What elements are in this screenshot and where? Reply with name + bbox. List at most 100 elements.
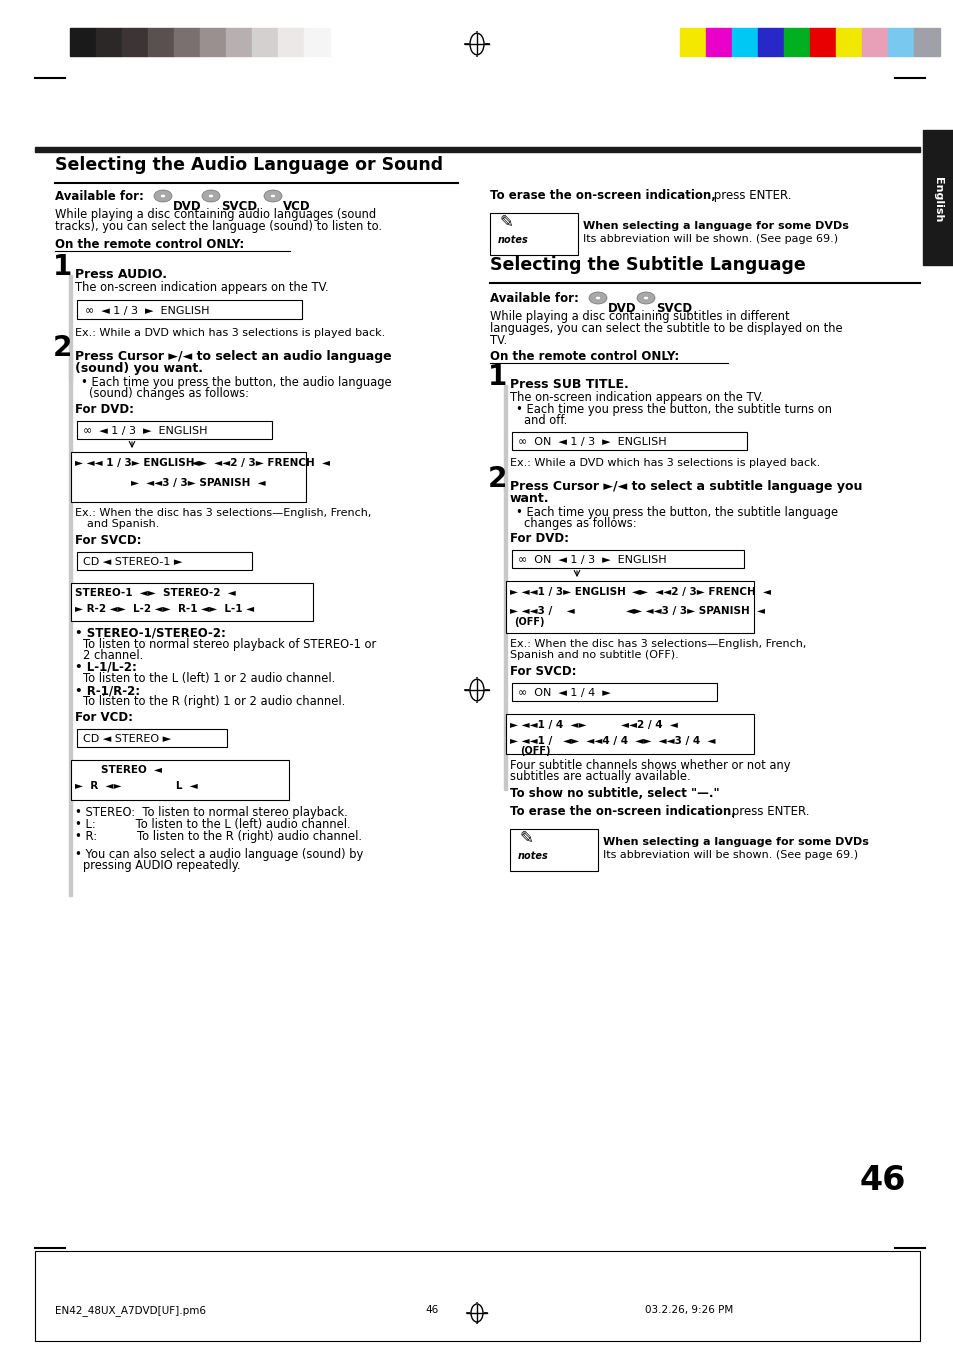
- Text: 2: 2: [488, 465, 507, 493]
- Bar: [200, 28, 226, 55]
- Text: Press AUDIO.: Press AUDIO.: [75, 267, 167, 281]
- Text: When selecting a language for some DVDs: When selecting a language for some DVDs: [602, 838, 868, 847]
- Text: want.: want.: [510, 492, 549, 505]
- Text: Available for:: Available for:: [490, 292, 578, 305]
- Ellipse shape: [153, 190, 172, 203]
- Text: SVCD: SVCD: [221, 200, 257, 213]
- Bar: [77, 730, 227, 747]
- Bar: [731, 28, 758, 55]
- Bar: [862, 28, 887, 55]
- Text: press ENTER.: press ENTER.: [727, 805, 809, 817]
- Text: 1: 1: [53, 253, 72, 281]
- Text: • You can also select a audio language (sound) by: • You can also select a audio language (…: [75, 848, 363, 861]
- Bar: [913, 28, 939, 55]
- Text: For DVD:: For DVD:: [75, 403, 133, 416]
- Text: CD ◄ STEREO ►: CD ◄ STEREO ►: [83, 734, 171, 744]
- Bar: [71, 584, 313, 621]
- Ellipse shape: [470, 680, 483, 701]
- Text: 46: 46: [425, 1305, 438, 1315]
- Bar: [887, 28, 913, 55]
- Text: CD ◄ STEREO-1 ►: CD ◄ STEREO-1 ►: [83, 557, 182, 567]
- Text: Four subtitle channels shows whether or not any: Four subtitle channels shows whether or …: [510, 759, 790, 771]
- Text: ► ◄◄1 / 3► ENGLISH: ► ◄◄1 / 3► ENGLISH: [510, 586, 625, 597]
- Text: Ex.: While a DVD which has 3 selections is played back.: Ex.: While a DVD which has 3 selections …: [510, 458, 820, 467]
- Ellipse shape: [637, 292, 655, 304]
- Text: ◄► ◄◄3 / 3► SPANISH  ◄: ◄► ◄◄3 / 3► SPANISH ◄: [625, 607, 764, 616]
- Text: 46: 46: [859, 1165, 905, 1197]
- Bar: [77, 553, 252, 570]
- Text: (OFF): (OFF): [519, 746, 550, 757]
- Text: Press Cursor ►/◄ to select a subtitle language you: Press Cursor ►/◄ to select a subtitle la…: [510, 480, 862, 493]
- Text: 03.2.26, 9:26 PM: 03.2.26, 9:26 PM: [644, 1305, 733, 1315]
- Text: EN42_48UX_A7DVD[UF].pm6: EN42_48UX_A7DVD[UF].pm6: [55, 1305, 206, 1316]
- Text: (sound) you want.: (sound) you want.: [75, 362, 203, 376]
- Text: languages, you can select the subtitle to be displayed on the: languages, you can select the subtitle t…: [490, 322, 841, 335]
- Text: When selecting a language for some DVDs: When selecting a language for some DVDs: [582, 222, 848, 231]
- Ellipse shape: [202, 190, 220, 203]
- Text: ✎: ✎: [499, 213, 514, 231]
- Text: DVD: DVD: [607, 303, 636, 315]
- Text: ► ◄◄1 /   ◄►  ◄◄4 / 4  ◄►  ◄◄3 / 4  ◄: ► ◄◄1 / ◄► ◄◄4 / 4 ◄► ◄◄3 / 4 ◄: [510, 736, 715, 746]
- Text: subtitles are actually available.: subtitles are actually available.: [510, 770, 690, 784]
- Bar: [679, 28, 705, 55]
- Text: changes as follows:: changes as follows:: [523, 517, 636, 530]
- Text: • L:           To listen to the L (left) audio channel.: • L: To listen to the L (left) audio cha…: [75, 817, 351, 831]
- Text: 1: 1: [488, 363, 507, 390]
- Text: SVCD: SVCD: [656, 303, 691, 315]
- Text: VCD: VCD: [283, 200, 311, 213]
- Text: ► R-2 ◄►  L-2 ◄►  R-1 ◄►  L-1 ◄: ► R-2 ◄► L-2 ◄► R-1 ◄► L-1 ◄: [75, 604, 253, 613]
- Bar: [252, 28, 277, 55]
- Text: While playing a disc containing audio languages (sound: While playing a disc containing audio la…: [55, 208, 375, 222]
- Text: For VCD:: For VCD:: [75, 711, 132, 724]
- Bar: [71, 453, 306, 503]
- Text: To erase the on-screen indication,: To erase the on-screen indication,: [510, 805, 735, 817]
- Text: On the remote control ONLY:: On the remote control ONLY:: [490, 350, 679, 363]
- Text: ◄►  ◄◄2 / 3► FRENCH  ◄: ◄► ◄◄2 / 3► FRENCH ◄: [631, 586, 770, 597]
- Ellipse shape: [588, 292, 606, 304]
- Bar: [503, 486, 506, 790]
- Text: For SVCD:: For SVCD:: [510, 665, 576, 678]
- Bar: [77, 300, 302, 319]
- Bar: [512, 432, 746, 450]
- Text: Ex.: While a DVD which has 3 selections is played back.: Ex.: While a DVD which has 3 selections …: [75, 328, 385, 338]
- Text: To show no subtitle, select "—.": To show no subtitle, select "—.": [510, 788, 719, 800]
- Bar: [77, 422, 272, 439]
- Text: Press Cursor ►/◄ to select an audio language: Press Cursor ►/◄ to select an audio lang…: [75, 350, 392, 363]
- Text: Ex.: When the disc has 3 selections—English, French,: Ex.: When the disc has 3 selections—Engl…: [75, 508, 371, 517]
- Text: Spanish and no subtitle (OFF).: Spanish and no subtitle (OFF).: [510, 650, 678, 661]
- Bar: [148, 28, 173, 55]
- Text: ∞  ◄ 1 / 3  ►  ENGLISH: ∞ ◄ 1 / 3 ► ENGLISH: [83, 426, 208, 436]
- Ellipse shape: [160, 195, 165, 197]
- Text: ►  R  ◄►               L  ◄: ► R ◄► L ◄: [75, 781, 197, 790]
- Bar: [173, 28, 200, 55]
- Text: ►  ◄◄3 / 3► SPANISH  ◄: ► ◄◄3 / 3► SPANISH ◄: [131, 478, 265, 488]
- Bar: [512, 550, 743, 567]
- Bar: [512, 684, 717, 701]
- Text: ∞  ON  ◄ 1 / 3  ►  ENGLISH: ∞ ON ◄ 1 / 3 ► ENGLISH: [517, 436, 666, 447]
- Text: Selecting the Subtitle Language: Selecting the Subtitle Language: [490, 255, 805, 274]
- Bar: [277, 28, 304, 55]
- Bar: [69, 276, 71, 380]
- Text: Its abbreviation will be shown. (See page 69.): Its abbreviation will be shown. (See pag…: [582, 234, 838, 245]
- Text: ► ◄◄1 / 4  ◄►: ► ◄◄1 / 4 ◄►: [510, 720, 586, 730]
- Text: • STEREO-1/STEREO-2:: • STEREO-1/STEREO-2:: [75, 626, 226, 639]
- Text: notes: notes: [497, 235, 528, 245]
- Text: English: English: [932, 177, 942, 223]
- Bar: [505, 581, 753, 634]
- Text: • L-1/L-2:: • L-1/L-2:: [75, 661, 136, 674]
- Text: For DVD:: For DVD:: [510, 532, 568, 544]
- Text: • Each time you press the button, the subtitle turns on: • Each time you press the button, the su…: [516, 403, 831, 416]
- Text: and Spanish.: and Spanish.: [87, 519, 159, 530]
- Ellipse shape: [271, 195, 275, 197]
- Text: For SVCD:: For SVCD:: [75, 534, 141, 547]
- Text: ► ◄◄3 /    ◄: ► ◄◄3 / ◄: [510, 607, 574, 616]
- Text: ∞  ON  ◄ 1 / 4  ►: ∞ ON ◄ 1 / 4 ►: [517, 688, 610, 698]
- Ellipse shape: [264, 190, 282, 203]
- Text: ∞  ON  ◄ 1 / 3  ►  ENGLISH: ∞ ON ◄ 1 / 3 ► ENGLISH: [517, 555, 666, 565]
- Bar: [923, 130, 953, 265]
- Text: press ENTER.: press ENTER.: [709, 189, 791, 203]
- Text: Selecting the Audio Language or Sound: Selecting the Audio Language or Sound: [55, 155, 442, 174]
- Text: • Each time you press the button, the subtitle language: • Each time you press the button, the su…: [516, 507, 838, 519]
- Bar: [490, 213, 578, 255]
- Bar: [96, 28, 122, 55]
